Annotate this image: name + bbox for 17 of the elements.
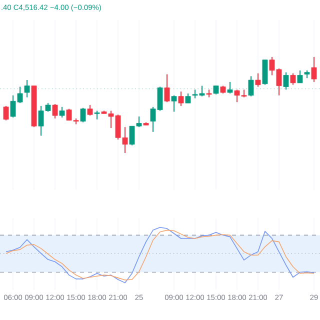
candlestick: [248, 76, 254, 97]
candlestick: [290, 72, 296, 86]
candlestick: [185, 92, 191, 104]
candlestick: [59, 106, 65, 118]
candlestick: [297, 70, 303, 84]
candlestick: [171, 94, 177, 112]
candlestick: [178, 91, 184, 106]
candlestick: [3, 105, 9, 121]
candlestick: [52, 104, 58, 119]
candlestick: [80, 107, 86, 123]
candlestick: [311, 56, 317, 82]
candlestick: [24, 80, 30, 98]
candlestick: [227, 81, 233, 94]
candlestick: [255, 72, 261, 88]
candlestick: [87, 104, 93, 116]
candlestick: [283, 72, 289, 90]
candlestick: [164, 74, 170, 103]
